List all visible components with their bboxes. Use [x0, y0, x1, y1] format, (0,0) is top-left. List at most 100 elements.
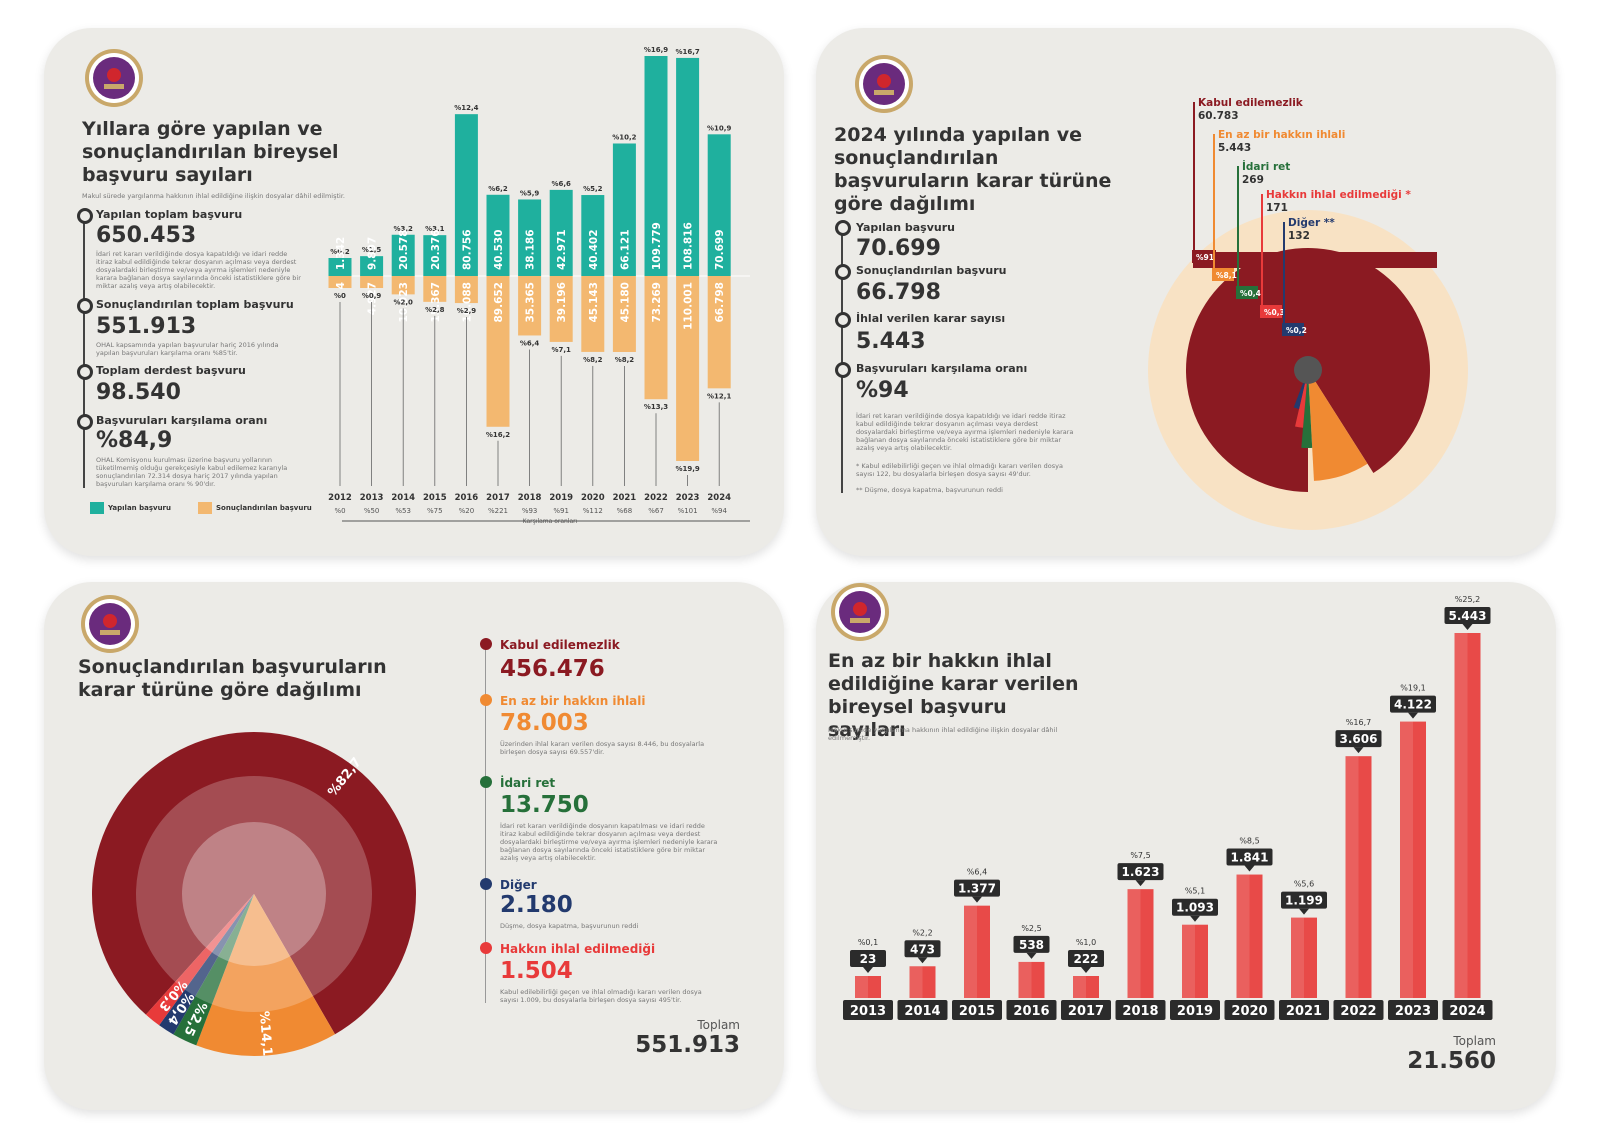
- bar: [1454, 633, 1481, 998]
- timeline-marker: [77, 298, 93, 314]
- legend-dot: [480, 638, 492, 650]
- panel2-note: İdari ret kararı verildiğinde dosya kapa…: [856, 412, 1074, 452]
- bar-pct-concluded: %13,3: [644, 403, 668, 411]
- pct-label: %1,0: [1076, 938, 1096, 947]
- year-tick: 2012: [328, 493, 352, 503]
- value-label: 538: [1019, 938, 1044, 952]
- value-label: 4.122: [1394, 698, 1432, 712]
- legend-note: Üzerinden ihlal kararı verilen dosya say…: [500, 740, 705, 756]
- bar-label-filed: 9.897: [367, 237, 379, 270]
- bar-filed: [486, 194, 510, 276]
- year-tick: 2014: [391, 493, 415, 503]
- pie-core: [182, 822, 326, 966]
- year-tick: 2016: [1013, 1004, 1049, 1019]
- pie-pct-label: %0,2: [1286, 326, 1307, 335]
- year-tick: 2018: [518, 493, 542, 503]
- stat-value: 650.453: [96, 223, 197, 248]
- bar-pct-filed: %16,9: [644, 46, 668, 54]
- stat-label: Başvuruları karşılama oranı: [856, 362, 1028, 375]
- pie-slice: [159, 894, 254, 1035]
- bar-shade: [1345, 756, 1359, 998]
- bar-label-filed: 1.342: [335, 237, 347, 270]
- value-badge-pointer: [1353, 747, 1364, 754]
- legend-value: 456.476: [500, 656, 605, 682]
- year-tick: 2018: [1122, 1004, 1158, 1019]
- legend-value: 78.003: [500, 710, 589, 736]
- pie-slice: [196, 894, 335, 1056]
- bar-label-filed: 70.699: [714, 229, 726, 270]
- legend-swatch-filed: [90, 502, 104, 514]
- pie-center: [1294, 356, 1322, 384]
- year-badge: [843, 1000, 893, 1020]
- court-logo: [85, 49, 143, 107]
- pie-pct-label: %14,1: [256, 1010, 275, 1056]
- bar-label-filed: 108.816: [683, 222, 695, 270]
- pct-label: %5,1: [1185, 887, 1205, 896]
- year-badge: [1170, 1000, 1220, 1020]
- bar-label-concluded: 15.367: [430, 282, 442, 323]
- stat-value: %84,9: [96, 428, 173, 453]
- court-logo: [81, 595, 139, 653]
- panel1-subtitle: Makul sürede yargılanma hakkının ihlal e…: [82, 192, 345, 200]
- bar: [1073, 976, 1099, 998]
- legend-label: Diğer: [500, 878, 537, 892]
- pct-label: %2,2: [912, 928, 932, 937]
- ratio-tick: %20: [459, 507, 475, 515]
- bar-filed: [612, 143, 636, 276]
- year-badge: [1388, 1000, 1438, 1020]
- value-badge: [954, 879, 1000, 897]
- value-badge-pointer: [1408, 712, 1418, 719]
- pie-pct-label: %8,1: [1216, 271, 1237, 280]
- pie-slice: [145, 894, 254, 1026]
- bar-concluded: [486, 276, 510, 427]
- bar-pct-concluded: %2,8: [425, 306, 445, 314]
- pct-label: %2,5: [1021, 924, 1041, 933]
- year-badge: [1224, 1000, 1275, 1020]
- ratio-tick: %101: [678, 507, 698, 515]
- bar: [1182, 924, 1208, 998]
- legend-note: Düşme, dosya kapatma, başvurunun reddi: [500, 922, 639, 930]
- year-tick: 2023: [676, 493, 700, 503]
- bar-label-concluded: 4.927: [367, 282, 379, 315]
- bar-label-filed: 20.578: [398, 229, 410, 270]
- bar-filed: [581, 195, 605, 276]
- ratio-tick: %112: [583, 507, 603, 515]
- timeline-marker: [835, 312, 851, 328]
- bar-label-filed: 38.186: [525, 229, 537, 270]
- year-badge: [1115, 1000, 1166, 1020]
- bar: [1018, 961, 1045, 998]
- panel4-title: En az bir hakkın ihlal edildiğine karar …: [828, 650, 1079, 741]
- year-badge: [1333, 1000, 1384, 1020]
- stat-value: 70.699: [856, 236, 941, 261]
- legend-label: Kabul edilemezlik: [500, 638, 620, 652]
- bar-label-concluded: 45.180: [619, 282, 631, 323]
- pct-label: %5,6: [1294, 880, 1314, 889]
- ratio-tick: %93: [522, 507, 538, 515]
- value-badge: [1013, 935, 1050, 953]
- year-tick: 2015: [423, 493, 447, 503]
- bar-filed: [676, 57, 700, 277]
- bar-label-concluded: 89.652: [493, 282, 505, 323]
- bar-concluded: [676, 276, 700, 461]
- value-badge: [1281, 891, 1327, 909]
- value-badge: [1117, 863, 1164, 881]
- value-badge: [904, 940, 941, 958]
- year-tick: 2019: [549, 493, 573, 503]
- legend-note: İdari ret kararı verildiğinde dosyanın k…: [500, 822, 718, 862]
- bar-concluded: [328, 276, 352, 288]
- pie-label: Hakkın ihlal edilmediği *: [1266, 189, 1411, 201]
- legend-concluded-label: Sonuçlandırılan başvuru: [216, 504, 312, 512]
- value-badge: [850, 950, 886, 967]
- bar-pct-filed: %6,6: [551, 180, 571, 188]
- year-tick: 2024: [1449, 1004, 1485, 1019]
- bar: [1400, 721, 1426, 998]
- pie-label: Kabul edilemezlik: [1198, 97, 1304, 109]
- year-tick: 2021: [613, 493, 637, 503]
- year-tick: 2024: [707, 493, 731, 503]
- year-tick: 2022: [644, 493, 668, 503]
- stat-value: 551.913: [96, 314, 197, 339]
- stat-note: İdari ret kararı verildiğinde dosya kapa…: [96, 250, 301, 290]
- stat-label: Yapılan başvuru: [856, 221, 955, 234]
- bar-label-concluded: 4: [335, 282, 347, 289]
- value-badge: [1390, 695, 1436, 713]
